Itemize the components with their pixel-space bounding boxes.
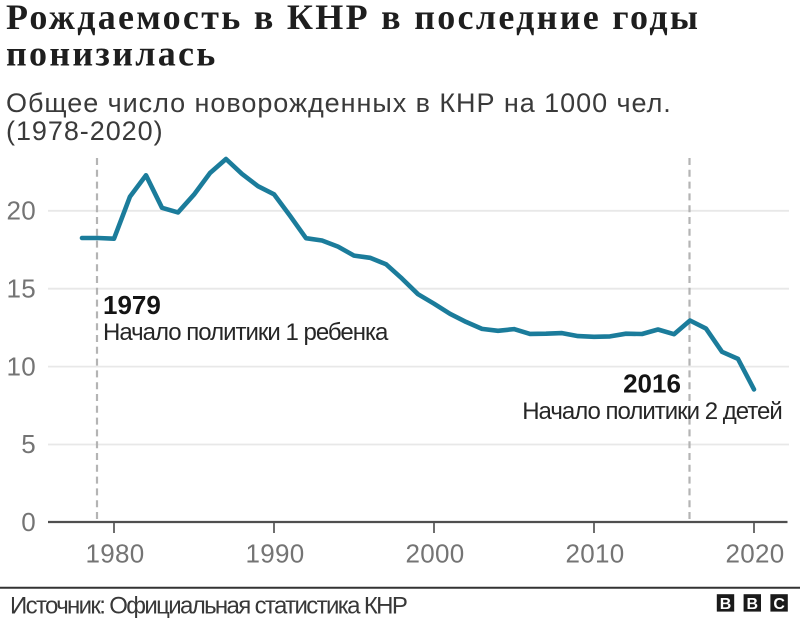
svg-text:5: 5	[21, 429, 36, 459]
svg-text:2000: 2000	[405, 539, 464, 569]
svg-text:(1978-2020): (1978-2020)	[6, 116, 164, 146]
svg-text:Источник: Официальная статисти: Источник: Официальная статистика КНР	[10, 593, 407, 618]
svg-text:B: B	[720, 596, 732, 613]
svg-text:B: B	[747, 596, 759, 613]
svg-text:15: 15	[6, 274, 36, 304]
svg-text:C: C	[773, 596, 785, 613]
svg-text:Рождаемость в КНР в последние: Рождаемость в КНР в последние годы	[6, 0, 700, 37]
svg-text:1979: 1979	[103, 290, 161, 320]
svg-text:2020: 2020	[725, 539, 784, 569]
svg-text:2010: 2010	[565, 539, 624, 569]
svg-text:20: 20	[6, 195, 36, 225]
svg-text:Начало политики 2 детей: Начало политики 2 детей	[522, 398, 782, 425]
svg-text:2016: 2016	[623, 369, 681, 399]
svg-text:Общее число новорожденных в КН: Общее число новорожденных в КНР на 1000 …	[6, 88, 672, 118]
svg-text:понизилась: понизилась	[6, 34, 218, 74]
svg-text:10: 10	[6, 351, 36, 381]
svg-text:Начало политики 1 ребенка: Начало политики 1 ребенка	[103, 319, 389, 346]
svg-text:0: 0	[21, 507, 36, 537]
svg-text:1990: 1990	[245, 539, 304, 569]
svg-text:1980: 1980	[85, 539, 144, 569]
